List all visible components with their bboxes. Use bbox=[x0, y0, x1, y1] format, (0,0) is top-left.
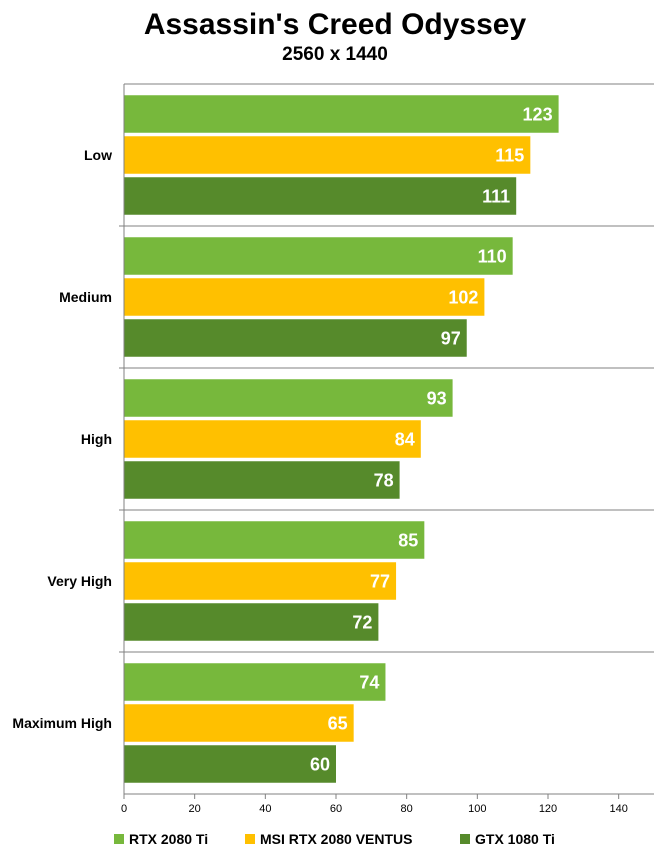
x-tick-label: 0 bbox=[121, 803, 127, 815]
bar bbox=[124, 603, 379, 641]
category-labels: Low Medium High Very High Maximum High bbox=[12, 147, 112, 731]
x-tick-label: 80 bbox=[401, 803, 413, 815]
data-label: 78 bbox=[374, 471, 394, 491]
bars bbox=[124, 95, 559, 783]
data-label: 102 bbox=[448, 288, 478, 308]
data-label: 110 bbox=[478, 247, 507, 267]
data-label: 65 bbox=[328, 714, 348, 734]
chart-subtitle: 2560 x 1440 bbox=[282, 44, 388, 65]
legend-swatch bbox=[245, 834, 255, 844]
bar bbox=[124, 237, 513, 275]
bar bbox=[124, 379, 453, 417]
bar bbox=[124, 663, 386, 701]
category-label: Low bbox=[84, 147, 112, 163]
bar bbox=[124, 461, 400, 499]
legend-label: MSI RTX 2080 VENTUS bbox=[260, 831, 413, 847]
category-label: Very High bbox=[47, 573, 112, 589]
category-label: High bbox=[81, 431, 112, 447]
data-label: 72 bbox=[352, 613, 372, 633]
category-label: Medium bbox=[59, 289, 112, 305]
value-labels: 123 115 111 110 102 97 93 84 78 85 77 72 74 65 60 bbox=[310, 105, 553, 775]
data-label: 74 bbox=[359, 673, 379, 693]
category-label: Maximum High bbox=[12, 715, 112, 731]
data-label: 84 bbox=[395, 430, 415, 450]
x-tick-label: 20 bbox=[189, 803, 201, 815]
bar bbox=[124, 136, 531, 174]
x-tick-label: 120 bbox=[539, 803, 557, 815]
bar bbox=[124, 420, 421, 458]
x-tick-label: 40 bbox=[259, 803, 271, 815]
data-label: 93 bbox=[427, 389, 447, 409]
legend-swatch bbox=[114, 834, 124, 844]
data-label: 85 bbox=[398, 531, 418, 551]
x-axis: 0 20 40 60 80 100 120 140 bbox=[121, 794, 628, 815]
data-label: 115 bbox=[495, 146, 524, 166]
x-tick-label: 60 bbox=[330, 803, 342, 815]
data-label: 111 bbox=[482, 187, 510, 207]
bar bbox=[124, 521, 425, 559]
data-label: 97 bbox=[441, 329, 461, 349]
plot-grid bbox=[119, 83, 654, 795]
bar bbox=[124, 745, 336, 783]
bar bbox=[124, 95, 559, 133]
bar bbox=[124, 177, 517, 215]
x-tick-label: 100 bbox=[468, 803, 486, 815]
data-label: 60 bbox=[310, 755, 330, 775]
bar bbox=[124, 562, 397, 600]
x-tick-label: 140 bbox=[609, 803, 627, 815]
data-label: 123 bbox=[523, 105, 553, 125]
chart-title: Assassin's Creed Odyssey bbox=[144, 8, 527, 41]
legend-label: RTX 2080 Ti bbox=[129, 831, 208, 847]
data-label: 77 bbox=[370, 572, 390, 592]
legend: RTX 2080 Ti MSI RTX 2080 VENTUS GTX 1080 T… bbox=[114, 831, 555, 847]
bar bbox=[124, 704, 354, 742]
bar bbox=[124, 278, 485, 316]
legend-label: GTX 1080 Ti bbox=[475, 831, 555, 847]
legend-swatch bbox=[460, 834, 470, 844]
bar bbox=[124, 319, 467, 357]
